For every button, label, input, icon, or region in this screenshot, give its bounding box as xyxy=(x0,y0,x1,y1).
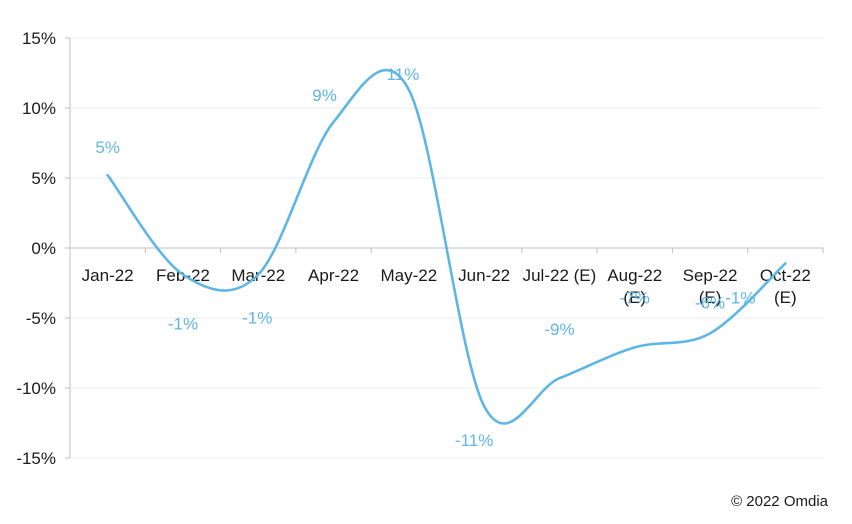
data-label: -1% xyxy=(242,309,272,328)
y-tick-label: 0% xyxy=(31,239,56,258)
x-tick-label: Sep-22 (E) xyxy=(683,266,738,307)
x-axis-tick-labels: Jan-22 Feb-22 Mar-22 Apr-22 May-22 Jun-22 Jul-… xyxy=(82,266,811,307)
series-line-group xyxy=(106,68,787,425)
data-label: 9% xyxy=(312,86,337,105)
data-label: -6% xyxy=(695,293,725,312)
y-tick-label: -5% xyxy=(26,309,56,328)
x-tick-label: Jan-22 xyxy=(82,266,134,285)
x-tick-label: Apr-22 xyxy=(308,266,359,285)
x-tick-label: Jun-22 xyxy=(458,266,510,285)
x-tick-label: May-22 xyxy=(381,266,438,285)
data-label: 5% xyxy=(95,138,120,157)
data-label: -11% xyxy=(455,431,493,450)
y-tick-label: 10% xyxy=(22,99,56,118)
y-tick-label: -15% xyxy=(16,449,56,468)
y-tick-label: -10% xyxy=(16,379,56,398)
axes xyxy=(65,37,824,459)
copyright-text: © 2022 Omdia xyxy=(731,493,828,510)
y-axis-tick-labels: 15% 10% 5% 0% -5% -10% -15% xyxy=(16,29,56,468)
series-line xyxy=(106,68,787,425)
x-tick-label: Jul-22 (E) xyxy=(523,266,597,285)
data-label: -9% xyxy=(544,320,574,339)
y-tick-label: 5% xyxy=(31,169,56,188)
data-labels: 5%-1% -1%9%11%-11%-9%-7% -6% -1% xyxy=(95,65,755,450)
data-label: -7% xyxy=(620,288,650,307)
data-label: 11% xyxy=(386,65,419,84)
y-tick-label: 15% xyxy=(22,29,56,48)
gridlines xyxy=(70,37,823,459)
data-label: -1% xyxy=(168,315,198,334)
x-tick-label: Aug-22 (E) xyxy=(607,266,662,307)
x-tick-label: Oct-22 (E) xyxy=(760,266,811,307)
data-label: -1% xyxy=(725,288,755,307)
